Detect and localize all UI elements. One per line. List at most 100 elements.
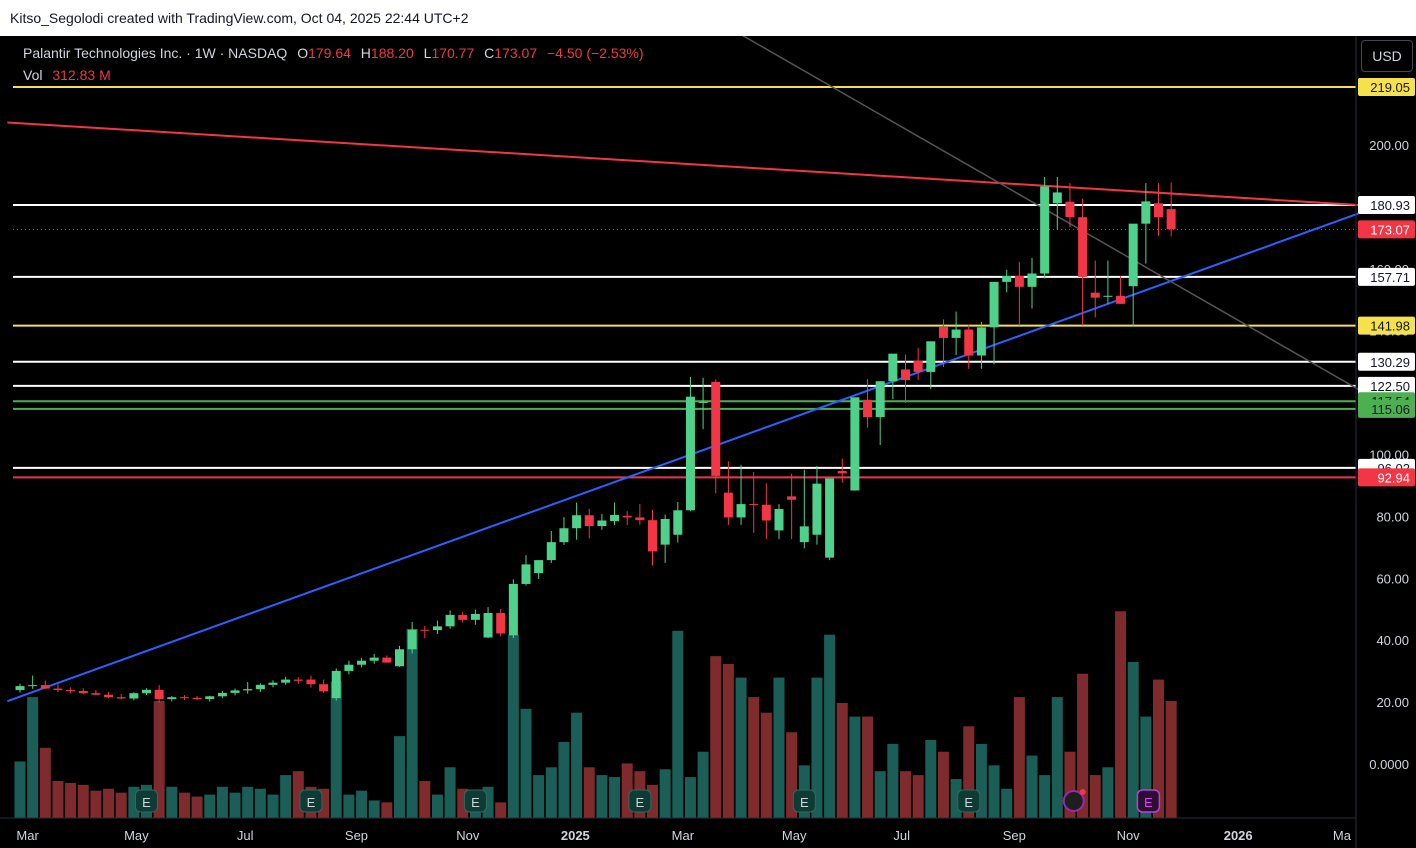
attribution-text: Kitso_Segolodi created with TradingView.… bbox=[10, 10, 469, 26]
candle-body bbox=[901, 369, 910, 380]
candle-body bbox=[1027, 273, 1037, 287]
vol-value: 312.83 M bbox=[52, 67, 111, 83]
candle-body bbox=[268, 682, 278, 685]
volume-bar bbox=[1089, 775, 1101, 818]
candle-body bbox=[610, 514, 620, 522]
trendline-gray bbox=[742, 36, 1362, 392]
volume-bar bbox=[1127, 662, 1139, 818]
candle-body bbox=[40, 685, 50, 689]
currency-button[interactable]: USD bbox=[1361, 40, 1413, 72]
level-label: 92.94 bbox=[1377, 470, 1410, 485]
time-axis[interactable]: Mar May Jul Sep Nov 2025 Mar May Jul Sep Nov 2026 Ma bbox=[16, 828, 1351, 843]
time-tick-label: 2025 bbox=[561, 828, 590, 843]
candle-body bbox=[395, 649, 404, 667]
close-value: 173.07 bbox=[494, 45, 538, 61]
volume-bar bbox=[849, 716, 861, 818]
volume-bar bbox=[545, 767, 557, 818]
candle-body bbox=[382, 657, 392, 663]
earnings-icon bbox=[463, 789, 487, 813]
volume-bar bbox=[318, 788, 330, 818]
candle-body bbox=[1090, 292, 1100, 298]
candle-body bbox=[774, 509, 784, 531]
volume-bar bbox=[128, 786, 140, 818]
vol-label: Vol bbox=[23, 67, 43, 83]
volume-bar bbox=[457, 788, 469, 818]
candle-body bbox=[976, 327, 986, 356]
price-axis[interactable]: 200.00180.00160.00140.00120.00100.0080.0… bbox=[1358, 78, 1415, 772]
level-label: 115.06 bbox=[1371, 402, 1410, 417]
level-label-bg bbox=[1358, 78, 1415, 97]
volume-bar bbox=[178, 792, 190, 818]
symbol-title: Palantir Technologies Inc. · 1W · NASDAQ bbox=[23, 45, 288, 61]
candle-body bbox=[1154, 203, 1163, 218]
level-label: 219.05 bbox=[1370, 80, 1410, 95]
price-tick-label: 20.00 bbox=[1376, 695, 1409, 710]
candle-body bbox=[496, 613, 506, 634]
volume-bar bbox=[166, 786, 178, 818]
candle-body bbox=[698, 401, 708, 403]
time-tick-label: Mar bbox=[16, 828, 39, 843]
volume-bar bbox=[343, 794, 355, 818]
volume-bar bbox=[748, 697, 760, 818]
volume-bar bbox=[482, 786, 494, 818]
level-label: 130.29 bbox=[1370, 355, 1410, 370]
volume-bar bbox=[381, 802, 393, 818]
volume-bar bbox=[937, 751, 949, 818]
volume-bar bbox=[267, 794, 279, 818]
time-tick-label: Ma bbox=[1333, 828, 1352, 843]
candle-body bbox=[913, 360, 923, 372]
candle-body bbox=[15, 686, 25, 691]
candle-body bbox=[129, 693, 139, 699]
volume-bar bbox=[495, 802, 507, 818]
trendline-red bbox=[7, 121, 1361, 207]
volume-bar bbox=[912, 775, 924, 818]
volume-bar bbox=[1153, 679, 1164, 818]
candle-body bbox=[1128, 223, 1138, 287]
volume-bar bbox=[520, 708, 532, 818]
candle-body bbox=[673, 510, 683, 535]
volume-bar bbox=[368, 800, 380, 818]
price-tick-label: 40.00 bbox=[1376, 633, 1409, 648]
volume-bar bbox=[507, 634, 519, 818]
candle-body bbox=[116, 697, 126, 699]
candle-body bbox=[749, 504, 759, 506]
candle-body bbox=[28, 685, 38, 687]
volume-bar bbox=[684, 777, 696, 818]
volume-bar bbox=[596, 775, 608, 818]
candle-body bbox=[559, 528, 569, 543]
earnings-icon bbox=[628, 789, 652, 813]
time-tick-label: May bbox=[124, 828, 149, 843]
volume-bar bbox=[862, 716, 874, 818]
volume-bar bbox=[153, 701, 165, 818]
candle-body bbox=[584, 515, 594, 527]
level-label-bg bbox=[1358, 376, 1415, 395]
price-tick-label: 200.00 bbox=[1369, 138, 1409, 153]
candle-body bbox=[179, 697, 189, 699]
volume-bar bbox=[103, 788, 115, 818]
volume-bar bbox=[1001, 788, 1013, 818]
volume-bar bbox=[710, 656, 722, 818]
volume-bar bbox=[280, 775, 292, 818]
candle-body bbox=[104, 694, 114, 698]
level-label: 180.93 bbox=[1370, 198, 1410, 213]
candle-body bbox=[255, 684, 265, 690]
change-value: −4.50 (−2.53%) bbox=[547, 45, 644, 61]
candle-body bbox=[850, 397, 860, 491]
candle-body bbox=[787, 496, 797, 500]
last-price-label-bg bbox=[1358, 220, 1415, 239]
candle-body bbox=[799, 526, 809, 543]
volume-bar bbox=[229, 792, 241, 818]
volume-bar bbox=[52, 780, 64, 818]
upcoming-earnings-icon bbox=[1136, 789, 1161, 813]
candle-body bbox=[597, 520, 607, 527]
candle-body bbox=[1078, 217, 1088, 277]
earnings-icon bbox=[792, 789, 816, 813]
upcoming-earnings-glyph: E bbox=[1144, 795, 1153, 810]
time-tick-label: Mar bbox=[672, 828, 695, 843]
candle-body bbox=[407, 629, 417, 650]
volume-bar bbox=[659, 769, 671, 818]
candle-body bbox=[837, 470, 847, 474]
candle-body bbox=[154, 689, 164, 700]
